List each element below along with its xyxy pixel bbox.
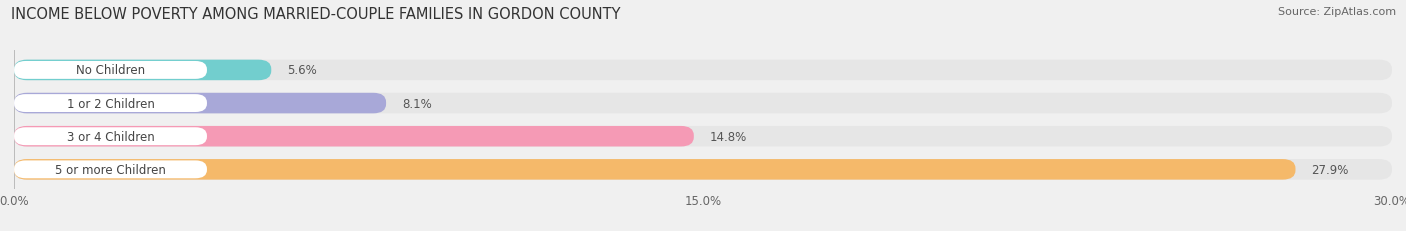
FancyBboxPatch shape (14, 95, 207, 112)
Text: 14.8%: 14.8% (710, 130, 747, 143)
Text: Source: ZipAtlas.com: Source: ZipAtlas.com (1278, 7, 1396, 17)
FancyBboxPatch shape (14, 126, 1392, 147)
FancyBboxPatch shape (14, 60, 1392, 81)
Text: 5 or more Children: 5 or more Children (55, 163, 166, 176)
FancyBboxPatch shape (14, 93, 387, 114)
Text: INCOME BELOW POVERTY AMONG MARRIED-COUPLE FAMILIES IN GORDON COUNTY: INCOME BELOW POVERTY AMONG MARRIED-COUPL… (11, 7, 620, 22)
Text: No Children: No Children (76, 64, 145, 77)
Text: 5.6%: 5.6% (287, 64, 318, 77)
Text: 8.1%: 8.1% (402, 97, 432, 110)
FancyBboxPatch shape (14, 161, 207, 179)
FancyBboxPatch shape (14, 62, 207, 79)
Text: 27.9%: 27.9% (1312, 163, 1348, 176)
FancyBboxPatch shape (14, 159, 1295, 180)
FancyBboxPatch shape (14, 126, 693, 147)
FancyBboxPatch shape (14, 128, 207, 146)
FancyBboxPatch shape (14, 60, 271, 81)
Text: 1 or 2 Children: 1 or 2 Children (66, 97, 155, 110)
Text: 3 or 4 Children: 3 or 4 Children (66, 130, 155, 143)
FancyBboxPatch shape (14, 93, 1392, 114)
FancyBboxPatch shape (14, 159, 1392, 180)
